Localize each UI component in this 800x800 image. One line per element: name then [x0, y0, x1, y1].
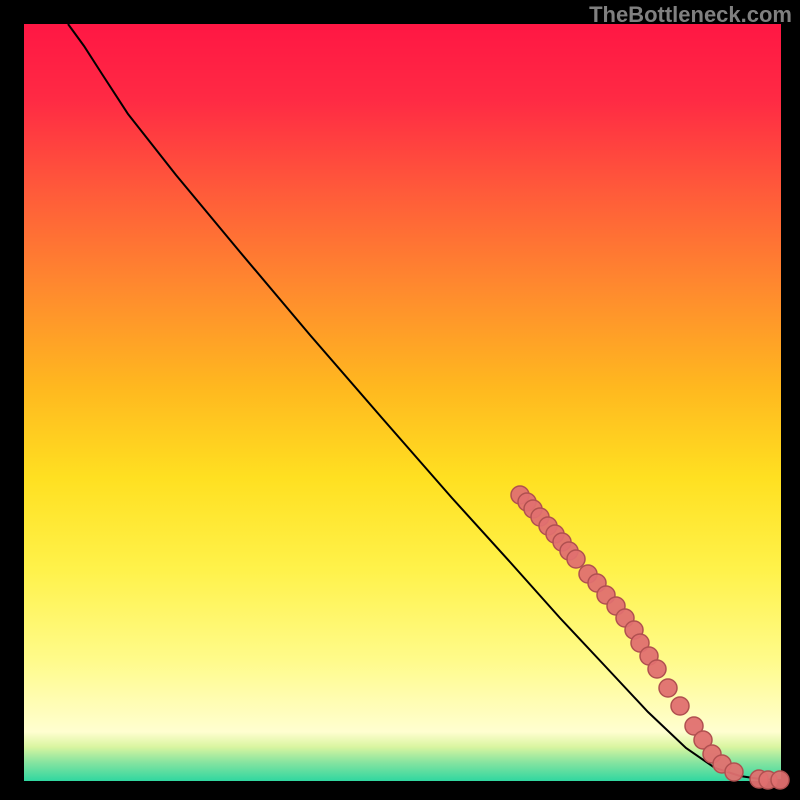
marker-layer [511, 486, 789, 789]
bottleneck-curve [68, 24, 781, 780]
data-point [659, 679, 677, 697]
data-point [771, 771, 789, 789]
chart-frame: TheBottleneck.com [0, 0, 800, 800]
overlay-svg [0, 0, 800, 800]
watermark-text: TheBottleneck.com [589, 2, 792, 28]
data-point [725, 763, 743, 781]
data-point [648, 660, 666, 678]
data-point [671, 697, 689, 715]
data-point [567, 550, 585, 568]
